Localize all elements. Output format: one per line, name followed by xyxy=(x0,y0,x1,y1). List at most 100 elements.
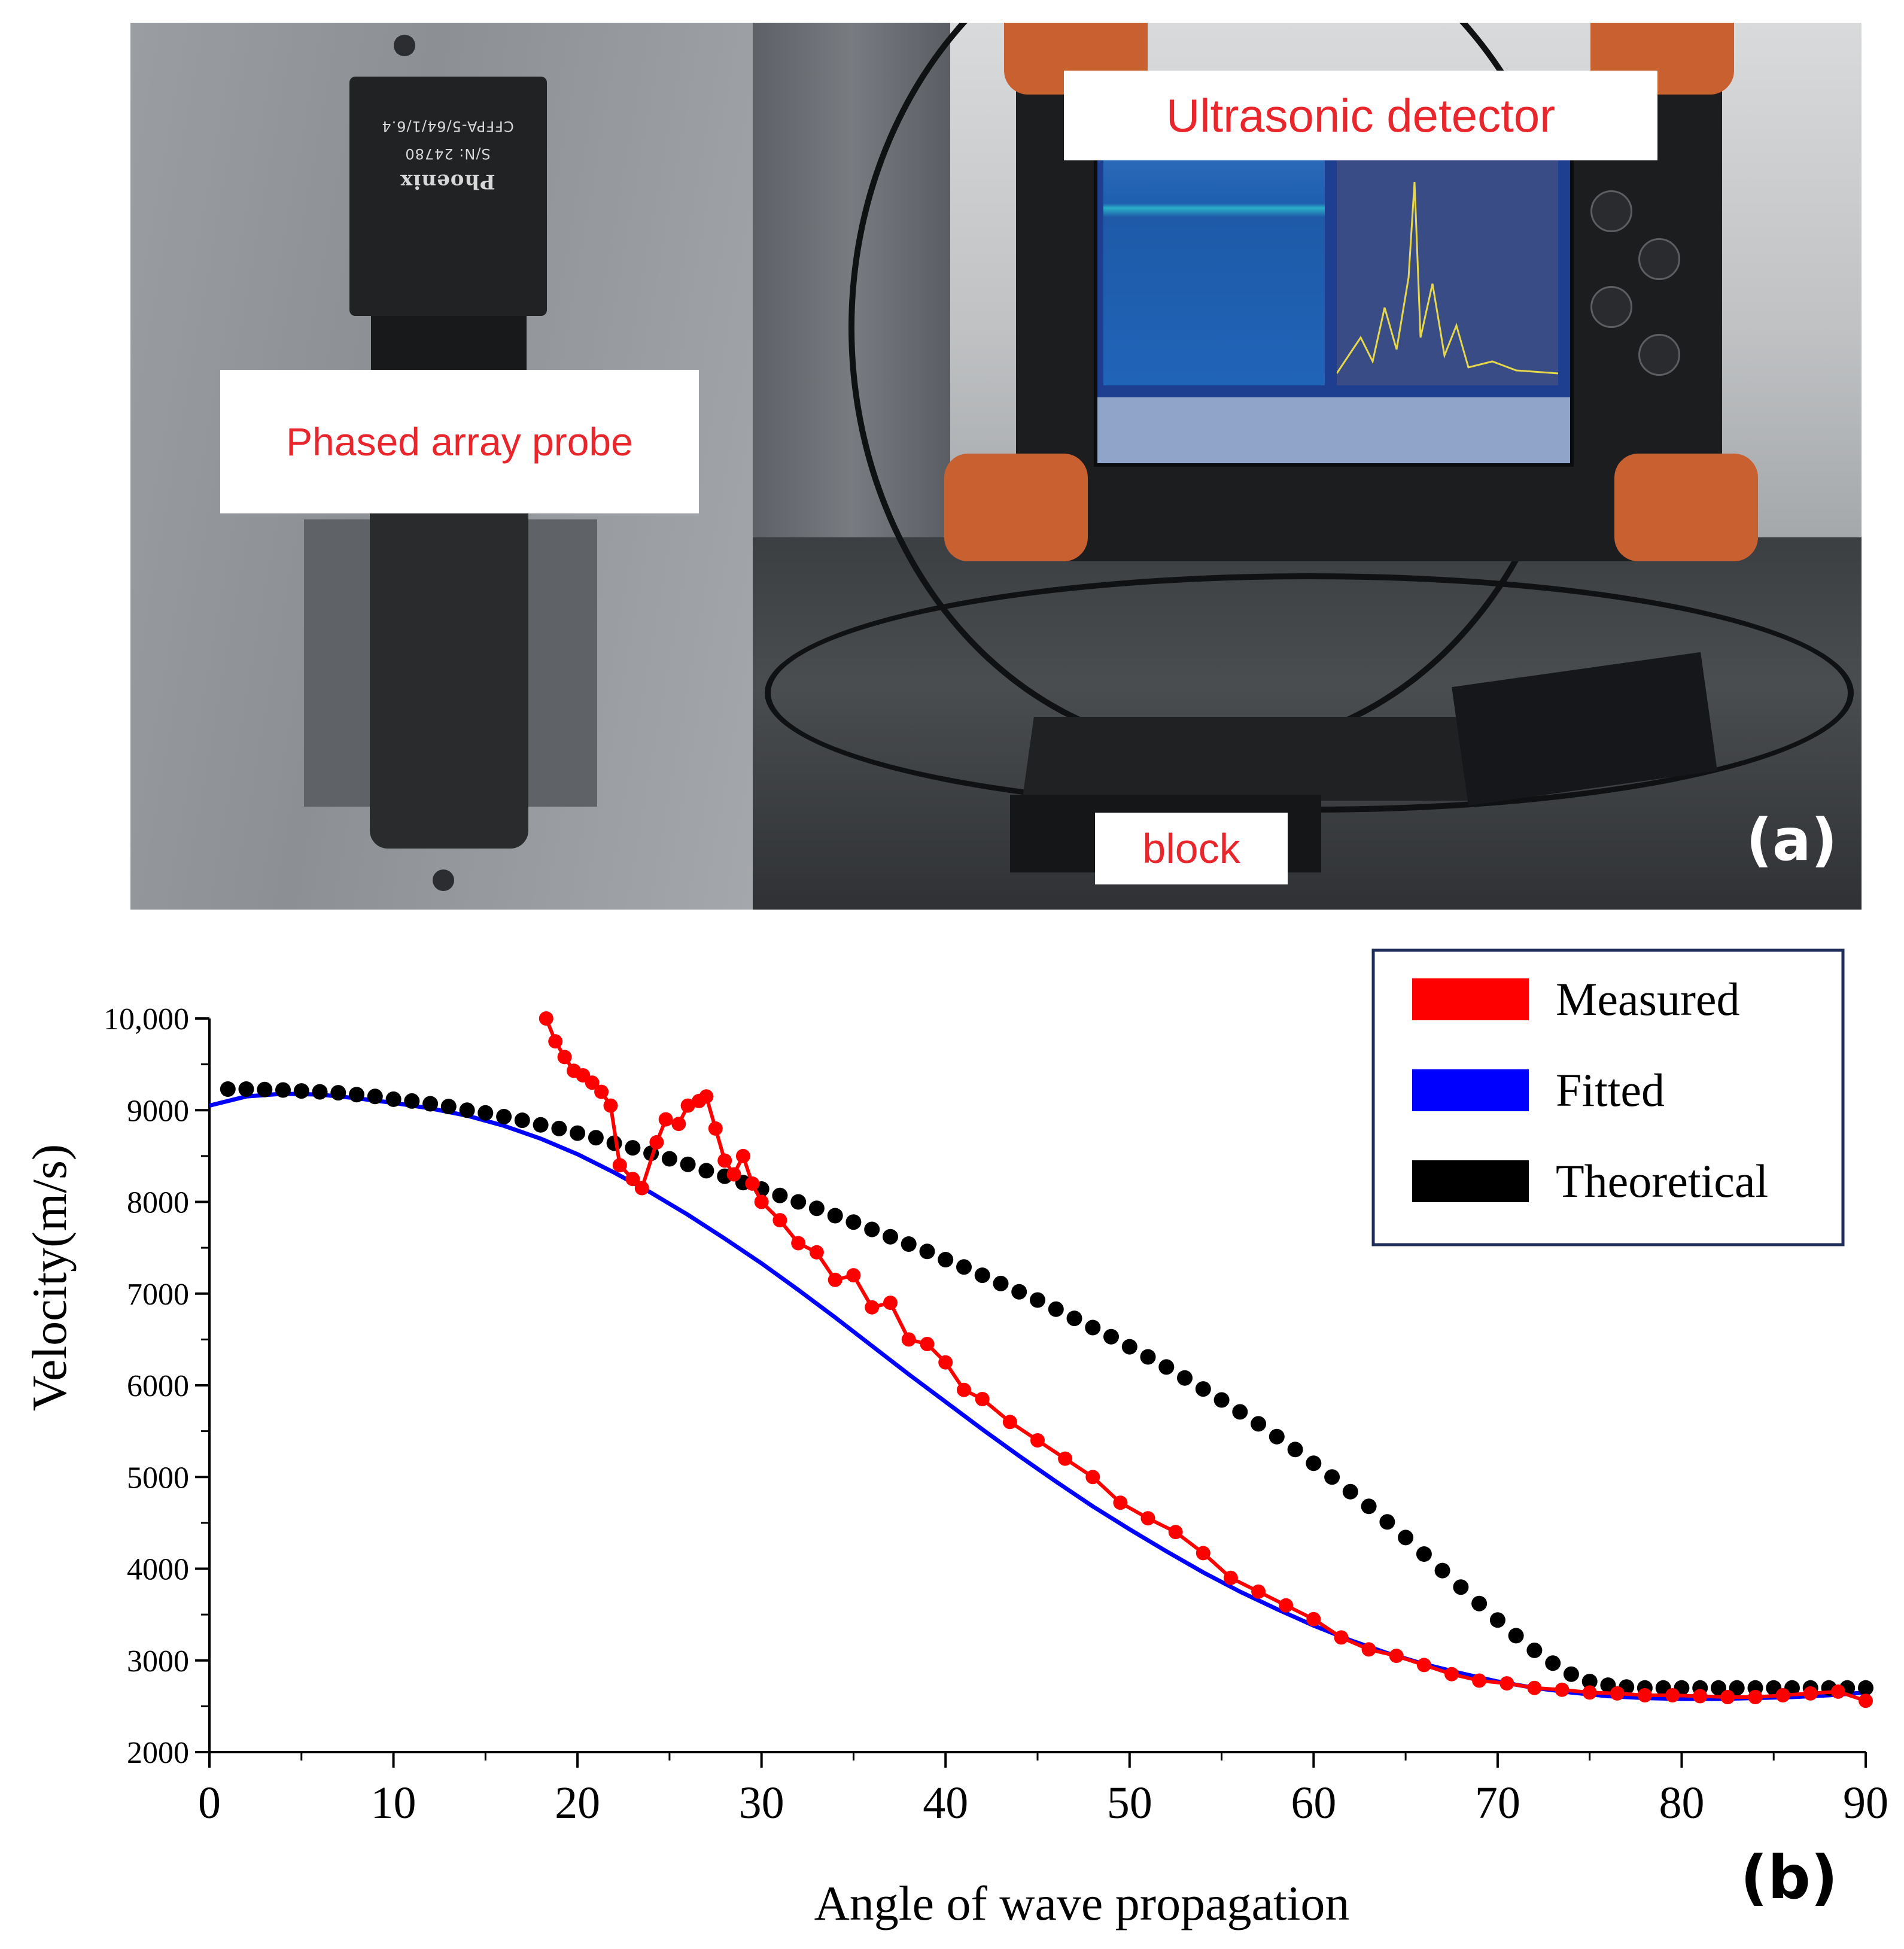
probe-wedge xyxy=(370,513,528,849)
screen-toolbar xyxy=(1097,397,1570,463)
measured-point xyxy=(1196,1546,1210,1561)
x-tick-label: 70 xyxy=(1475,1778,1520,1828)
theoretical-point xyxy=(551,1120,567,1136)
measured-point xyxy=(883,1296,898,1311)
theoretical-point xyxy=(938,1252,954,1267)
theoretical-point xyxy=(827,1208,843,1224)
a-scan-waveform xyxy=(1336,181,1559,375)
theoretical-point xyxy=(1085,1319,1101,1336)
scan-view xyxy=(1103,158,1325,385)
measured-point xyxy=(1555,1682,1570,1697)
theoretical-point xyxy=(330,1085,346,1101)
probe-model: CFFPA-5/64/1/6.4 xyxy=(381,118,514,135)
measured-point xyxy=(772,1213,787,1228)
theoretical-point xyxy=(385,1091,402,1107)
legend-label-fitted: Fitted xyxy=(1556,1064,1665,1116)
theoretical-point xyxy=(238,1081,254,1097)
theoretical-point xyxy=(1287,1442,1303,1458)
theoretical-point xyxy=(808,1200,825,1217)
device-bumper xyxy=(944,454,1088,561)
measured-point xyxy=(846,1268,861,1283)
measured-point xyxy=(754,1194,769,1209)
legend-swatch-measured xyxy=(1412,978,1529,1020)
theoretical-point xyxy=(312,1084,328,1100)
legend-label-theoretical: Theoretical xyxy=(1556,1155,1768,1207)
wedge-side-left xyxy=(304,519,376,807)
measured-point xyxy=(1279,1598,1294,1613)
theoretical-point xyxy=(220,1081,236,1097)
theoretical-point xyxy=(1324,1469,1340,1485)
theoretical-point xyxy=(1398,1530,1414,1546)
detector-label: Ultrasonic detector xyxy=(1064,71,1657,160)
device-bumper xyxy=(1614,454,1758,561)
probe-serial: S/N: 24780 xyxy=(404,145,491,162)
y-tick-label: 3000 xyxy=(127,1644,189,1679)
measured-point xyxy=(1251,1584,1266,1599)
wedge-side-right xyxy=(525,519,597,807)
x-tick-label: 20 xyxy=(555,1778,600,1828)
measured-point xyxy=(612,1158,627,1173)
x-tick-label: 40 xyxy=(923,1778,968,1828)
measured-point xyxy=(1306,1612,1321,1626)
measured-point xyxy=(680,1098,695,1113)
x-tick-label: 10 xyxy=(371,1778,416,1828)
measured-point xyxy=(1113,1495,1128,1510)
measured-point xyxy=(1803,1686,1818,1701)
theoretical-point xyxy=(1140,1349,1156,1365)
theoretical-point xyxy=(588,1130,604,1146)
y-tick-label: 9000 xyxy=(127,1094,189,1128)
theoretical-point xyxy=(901,1236,917,1252)
theoretical-point xyxy=(1195,1381,1211,1397)
theoretical-point xyxy=(919,1243,935,1260)
measured-point xyxy=(901,1332,916,1347)
theoretical-point xyxy=(1508,1628,1524,1644)
theoretical-point xyxy=(974,1267,990,1284)
theoretical-point xyxy=(1471,1595,1488,1612)
equipment-photo: Phoenix S/N: 24780 CFFPA-5/64/1/6.4 xyxy=(130,23,1862,910)
theoretical-point xyxy=(1729,1680,1745,1696)
measured-point xyxy=(1361,1642,1376,1657)
panel-label-b: (b) xyxy=(1741,1842,1838,1912)
a-scan-view xyxy=(1336,158,1559,385)
measured-point xyxy=(1444,1667,1459,1682)
x-axis-title: Angle of wave propagation xyxy=(814,1876,1350,1930)
theoretical-point xyxy=(680,1156,696,1172)
measured-point xyxy=(726,1167,741,1182)
theoretical-point xyxy=(1342,1483,1358,1500)
theoretical-point xyxy=(1121,1339,1137,1355)
measured-point xyxy=(745,1176,760,1191)
y-tick-label: 5000 xyxy=(127,1461,189,1495)
measured-point xyxy=(809,1245,824,1260)
measured-point xyxy=(1085,1470,1100,1485)
measured-point xyxy=(791,1236,806,1251)
y-tick-label: 6000 xyxy=(127,1369,189,1403)
theoretical-point xyxy=(1048,1301,1064,1317)
measured-point xyxy=(1665,1688,1680,1702)
measured-point xyxy=(1140,1511,1155,1526)
theoretical-point xyxy=(1526,1642,1543,1658)
theoretical-point xyxy=(1269,1428,1285,1445)
theoretical-point xyxy=(349,1087,364,1103)
theoretical-point xyxy=(570,1125,586,1141)
theoretical-point xyxy=(1011,1284,1027,1300)
measured-point xyxy=(1389,1649,1404,1664)
measured-point xyxy=(1058,1451,1073,1466)
theoretical-point xyxy=(1232,1404,1248,1420)
y-tick-label: 2000 xyxy=(127,1736,189,1770)
theoretical-point xyxy=(257,1081,273,1097)
device-knob xyxy=(1590,190,1632,232)
measured-point xyxy=(708,1121,723,1136)
probe-brand: Phoenix xyxy=(400,169,495,193)
measured-point xyxy=(1582,1685,1597,1700)
theoretical-point xyxy=(422,1096,439,1112)
theoretical-point xyxy=(440,1099,457,1115)
theoretical-point xyxy=(1416,1546,1432,1562)
theoretical-point xyxy=(661,1151,677,1167)
theoretical-point xyxy=(1489,1612,1505,1628)
measured-point xyxy=(1693,1689,1708,1704)
theoretical-point xyxy=(790,1194,807,1210)
y-tick-label: 8000 xyxy=(127,1186,189,1220)
measured-point xyxy=(975,1392,990,1406)
theoretical-point xyxy=(1581,1674,1598,1689)
